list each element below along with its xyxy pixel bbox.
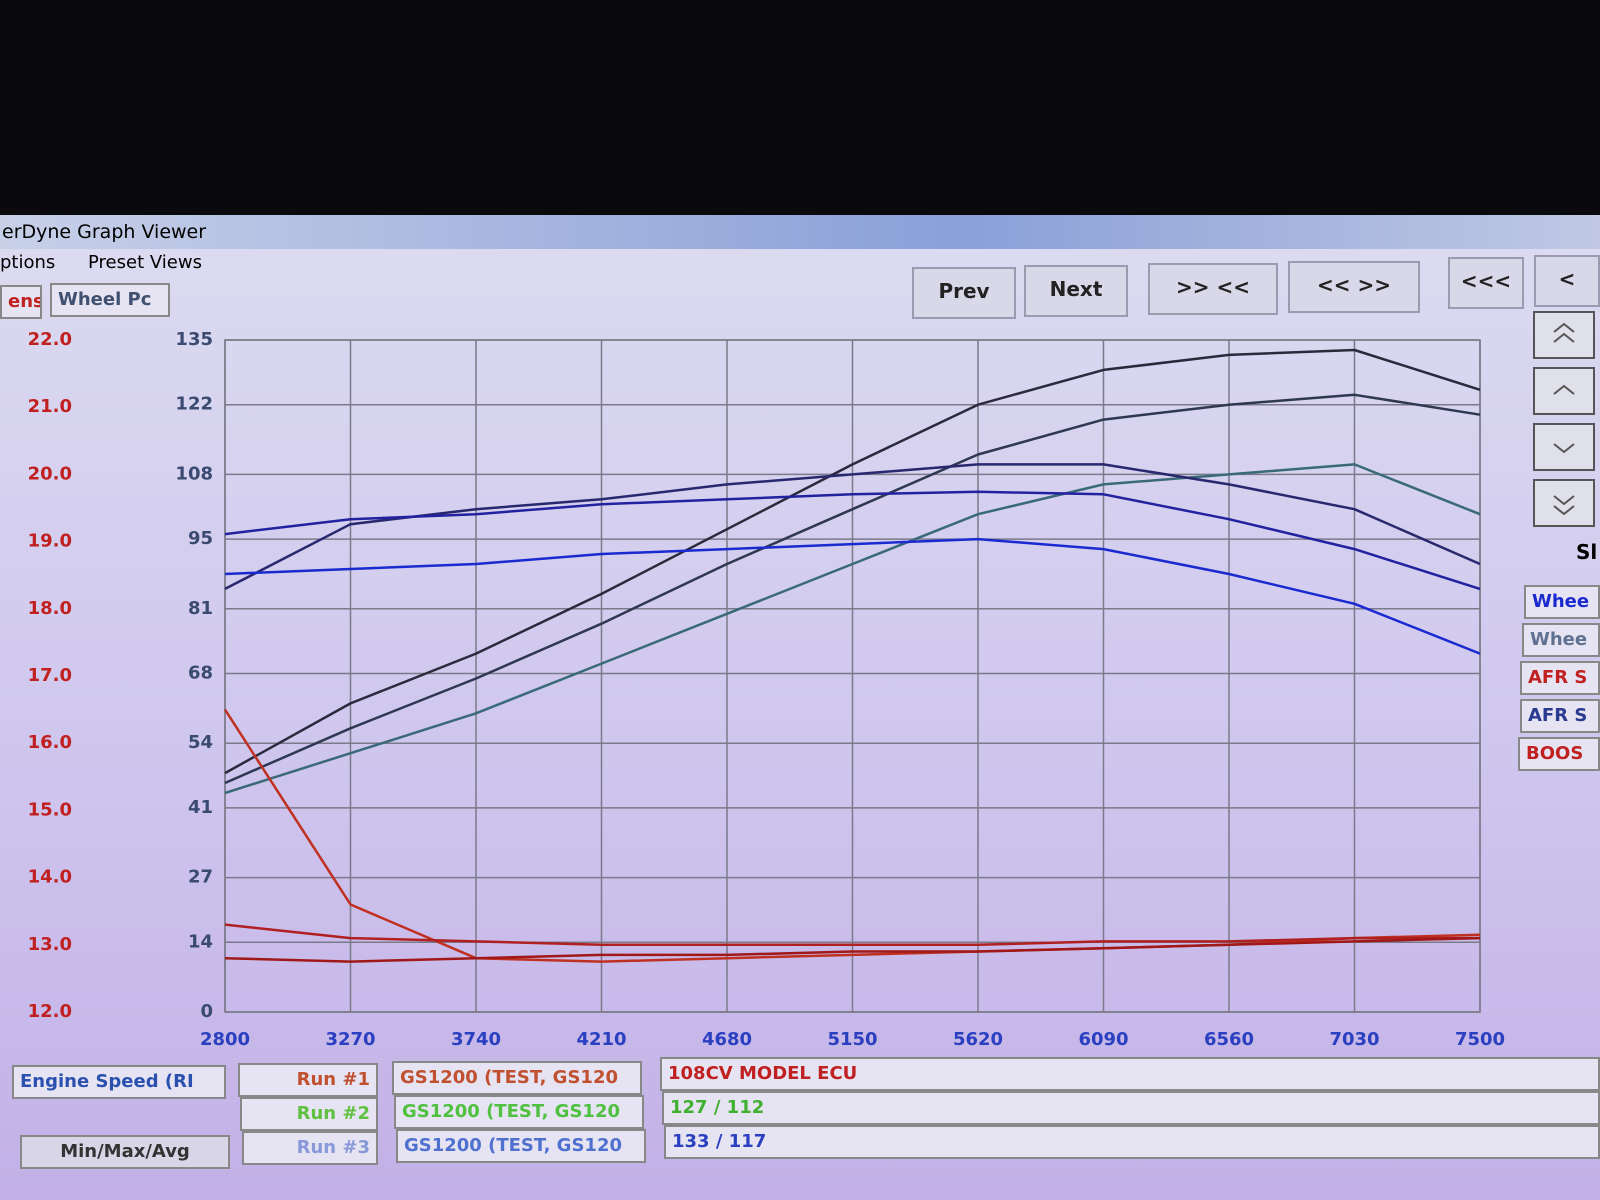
tab[interactable]: Wheel Pc xyxy=(50,283,170,317)
x-tick-label: 2800 xyxy=(200,1029,250,1050)
y-tick-label: 81 xyxy=(188,598,213,619)
y2-tick-label: 19.0 xyxy=(28,531,72,552)
x-tick-label: 6090 xyxy=(1078,1029,1128,1050)
y2-tick-label: 21.0 xyxy=(28,396,72,417)
series-line xyxy=(224,463,1481,591)
series-line xyxy=(224,936,1481,963)
step-left-button[interactable]: < xyxy=(1534,255,1600,307)
window: erDyne Graph Viewer ptions Preset Views … xyxy=(0,215,1600,1200)
channel-button[interactable]: AFR S xyxy=(1520,699,1600,733)
y2-tick-label: 16.0 xyxy=(28,732,72,753)
channel-button[interactable]: Whee xyxy=(1524,585,1600,619)
summary-button[interactable]: Min/Max/Avg xyxy=(20,1135,230,1169)
x-tick-label: 4680 xyxy=(702,1029,752,1050)
y-tick-label: 14 xyxy=(188,931,213,952)
series-line xyxy=(224,537,1481,655)
y-tick-label: 108 xyxy=(175,463,213,484)
next-button[interactable]: Next xyxy=(1024,265,1128,317)
y-tick-label: 27 xyxy=(188,867,213,888)
y2-tick-label: 12.0 xyxy=(28,1001,72,1022)
run-label: Run #1 xyxy=(238,1063,378,1097)
prev-button[interactable]: Prev xyxy=(912,267,1016,319)
series-line xyxy=(224,490,1481,591)
menu-item[interactable]: Preset Views xyxy=(88,252,202,273)
run-file: GS1200 (TEST, GS120 xyxy=(396,1129,646,1163)
axis-select[interactable]: Engine Speed (RI xyxy=(12,1065,226,1099)
x-tick-label: 7030 xyxy=(1329,1029,1379,1050)
scroll-down[interactable] xyxy=(1533,423,1595,471)
run-file: GS1200 (TEST, GS120 xyxy=(392,1061,642,1095)
series-line xyxy=(224,348,1481,775)
scroll-left-button[interactable]: <<< xyxy=(1448,257,1524,309)
tab[interactable]: ens xyxy=(0,285,42,319)
series-line xyxy=(224,923,1480,947)
y-tick-label: 0 xyxy=(200,1001,213,1022)
y2-tick-label: 14.0 xyxy=(28,867,72,888)
y-tick-label: 135 xyxy=(175,329,213,350)
title-bar: erDyne Graph Viewer xyxy=(0,215,1600,249)
channel-button[interactable]: AFR S xyxy=(1520,661,1600,695)
zoom-in-button[interactable]: >> << xyxy=(1148,263,1278,315)
window-title: erDyne Graph Viewer xyxy=(2,221,207,243)
run-label: Run #2 xyxy=(240,1097,378,1131)
run-info: 133 / 117 xyxy=(664,1125,1600,1159)
channel-button[interactable]: Whee xyxy=(1522,623,1600,657)
menu-item[interactable]: ptions xyxy=(0,252,56,273)
x-tick-label: 7500 xyxy=(1455,1029,1505,1050)
y-tick-label: 68 xyxy=(188,663,213,684)
panel-label: Sl xyxy=(1576,540,1598,564)
x-tick-label: 3270 xyxy=(325,1029,375,1050)
series-line xyxy=(224,393,1481,785)
y-tick-label: 95 xyxy=(188,528,213,549)
x-tick-label: 3740 xyxy=(451,1029,501,1050)
y2-tick-label: 17.0 xyxy=(28,665,72,686)
x-tick-label: 5620 xyxy=(953,1029,1003,1050)
run-file: GS1200 (TEST, GS120 xyxy=(394,1095,644,1129)
x-tick-label: 4210 xyxy=(576,1029,626,1050)
y2-tick-label: 13.0 xyxy=(28,934,72,955)
scroll-buttons xyxy=(1533,311,1595,527)
run-label: Run #3 xyxy=(242,1131,378,1165)
x-tick-label: 5150 xyxy=(827,1029,877,1050)
run-info: 108CV MODEL ECU xyxy=(660,1057,1600,1091)
y2-tick-label: 15.0 xyxy=(28,799,72,820)
y-tick-label: 122 xyxy=(175,394,213,415)
menu-bar: ptions Preset Views xyxy=(0,249,1600,277)
x-tick-label: 6560 xyxy=(1204,1029,1254,1050)
chart: 2800 3270 3740 4210 4680 5150 5620 6090 6560 7030… xyxy=(28,329,1505,1050)
channel-button[interactable]: BOOS xyxy=(1518,737,1600,771)
run-info: 127 / 112 xyxy=(662,1091,1600,1125)
y2-tick-label: 20.0 xyxy=(28,463,72,484)
series-line xyxy=(224,463,1481,795)
zoom-out-button[interactable]: << >> xyxy=(1288,261,1420,313)
y2-tick-label: 22.0 xyxy=(28,329,72,350)
scroll-up[interactable] xyxy=(1533,367,1595,415)
y-tick-label: 54 xyxy=(188,732,213,753)
y-tick-label: 41 xyxy=(188,797,213,818)
y2-tick-label: 18.0 xyxy=(28,598,72,619)
